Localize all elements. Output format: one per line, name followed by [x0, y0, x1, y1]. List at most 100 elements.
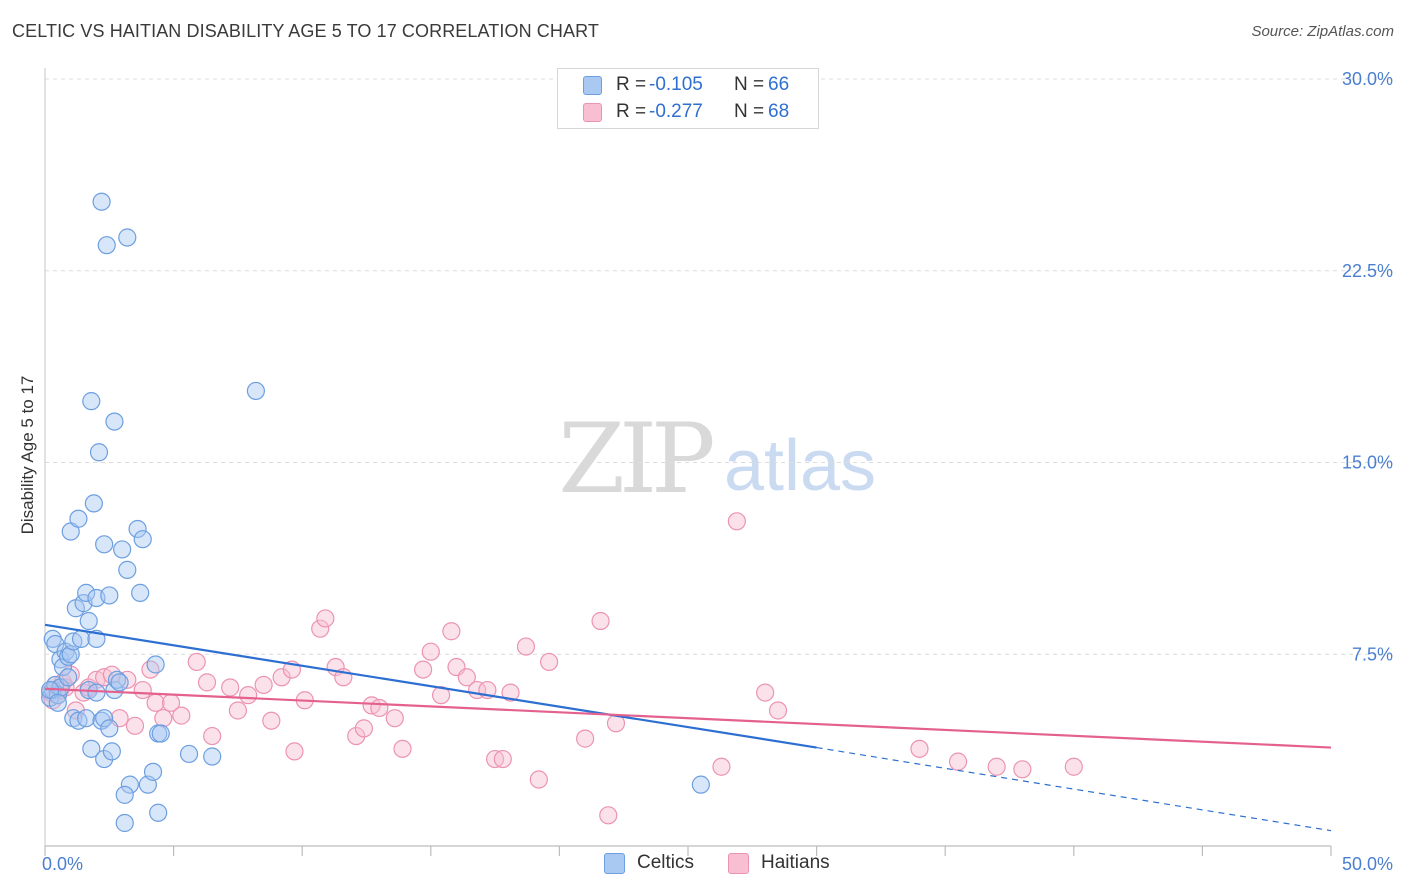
haitians-point — [576, 729, 595, 748]
celtics-point — [64, 709, 83, 728]
celtics-point — [143, 762, 163, 781]
celtics-point — [691, 775, 710, 794]
celtics-point — [92, 192, 111, 211]
celtics-trend-line — [44, 623, 817, 749]
haitians-point — [172, 706, 191, 725]
watermark-atlas: atlas — [724, 426, 876, 506]
legend-r-label: R = — [616, 101, 647, 122]
legend-r-label: R = — [616, 74, 647, 95]
haitians-point — [141, 660, 160, 679]
legend-n-label: N = — [734, 101, 765, 122]
celtics-point — [246, 381, 266, 401]
celtics-point — [120, 775, 139, 794]
haitians-swatch — [728, 853, 749, 874]
haitians-point — [154, 709, 173, 728]
haitians-point — [74, 683, 93, 702]
trend-layer — [44, 623, 1332, 832]
haitians-point — [385, 709, 404, 728]
celtics-point — [105, 412, 124, 431]
legend-r-value: -0.105 — [649, 74, 703, 95]
celtics-point — [203, 747, 222, 766]
celtics-point — [151, 724, 170, 743]
haitians-point — [221, 678, 240, 697]
haitians-point — [599, 806, 618, 825]
celtics-point — [77, 709, 96, 728]
haitians-point — [948, 752, 968, 771]
point-layer — [41, 192, 1083, 833]
celtics-point — [146, 655, 165, 674]
haitians-point — [316, 609, 335, 628]
haitians-point — [712, 757, 731, 776]
haitians-point — [370, 698, 389, 718]
haitians-point — [431, 686, 451, 705]
haitians-point — [187, 652, 206, 672]
celtics-point — [89, 443, 109, 462]
y-tick-label: 30.0% — [1342, 69, 1393, 89]
y-tick-label: 7.5% — [1352, 644, 1393, 664]
legend-n-value: 66 — [768, 74, 790, 95]
celtics-point — [59, 668, 78, 687]
x-tick-label: 50.0% — [1342, 854, 1393, 874]
tick-label-layer: 7.5% 15.0% 22.5% 30.0% 0.0% 50.0% — [42, 69, 1393, 874]
haitians-point — [393, 739, 412, 758]
haitians-point — [756, 683, 775, 702]
celtics-point — [100, 719, 119, 738]
haitians-legend-label: Haitians — [761, 852, 830, 873]
celtics-point — [87, 683, 106, 702]
celtics-point — [133, 530, 152, 549]
x-tick-label: 0.0% — [42, 854, 83, 874]
haitians-point — [501, 683, 520, 702]
celtics-point — [115, 813, 134, 833]
celtics-point — [56, 642, 75, 661]
watermark-zip: ZIP — [558, 403, 713, 515]
celtics-point — [102, 742, 121, 761]
haitians-point — [254, 675, 273, 695]
haitians-point — [486, 749, 505, 769]
haitians-point — [516, 637, 536, 656]
haitians-point — [727, 512, 746, 531]
legend-r-value: -0.277 — [649, 101, 703, 122]
celtics-point — [84, 494, 103, 513]
haitians-point — [768, 701, 788, 720]
haitians-point — [421, 642, 440, 661]
celtics-point — [115, 785, 134, 804]
celtics-trend-extension — [816, 746, 1332, 832]
celtics-point — [100, 586, 119, 605]
haitians-point — [591, 611, 610, 631]
chart-title: CELTIC VS HAITIAN DISABILITY AGE 5 TO 17… — [12, 21, 599, 41]
celtics-swatch — [604, 853, 625, 874]
celtics-point — [95, 749, 114, 769]
celtics-point — [69, 509, 88, 528]
celtics-point — [71, 629, 91, 649]
celtics-point — [113, 540, 132, 559]
haitians-point — [1013, 760, 1032, 779]
haitians-point — [347, 726, 366, 746]
haitians-point — [413, 660, 433, 679]
celtics-point — [149, 803, 168, 822]
haitians-point — [987, 757, 1006, 776]
celtics-point — [48, 693, 67, 712]
haitians-point — [203, 726, 222, 746]
y-tick-label: 22.5% — [1342, 261, 1393, 281]
celtics-point — [128, 519, 147, 539]
celtics-point — [82, 739, 101, 758]
celtics-point — [82, 392, 101, 411]
haitians-point — [910, 739, 929, 758]
celtics-point — [118, 228, 137, 247]
haitians-point — [272, 668, 291, 687]
haitians-trend-line — [44, 687, 1332, 749]
chart-source: Source: ZipAtlas.com — [1251, 23, 1394, 40]
haitians-point — [262, 711, 281, 730]
legend-n-label: N = — [734, 74, 765, 95]
celtics-point — [131, 583, 150, 602]
celtics-swatch — [583, 76, 602, 95]
celtics-point — [77, 583, 96, 602]
celtics-point — [92, 711, 111, 730]
celtics-point — [118, 560, 137, 579]
celtics-point — [95, 535, 114, 554]
grid-layer — [45, 78, 1391, 655]
haitians-point — [125, 716, 145, 735]
legend-n-value: 68 — [768, 101, 790, 122]
haitians-point — [197, 673, 217, 692]
